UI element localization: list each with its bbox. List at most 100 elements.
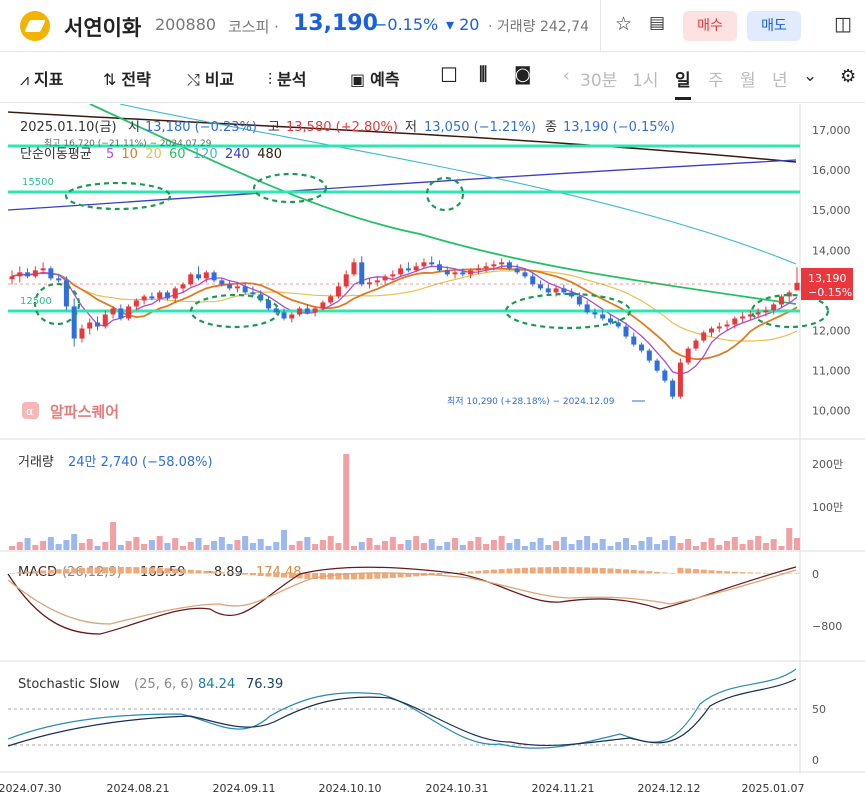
- macd-histogram-bar: [40, 570, 47, 574]
- chevron-down-icon[interactable]: ⌄: [803, 66, 818, 86]
- ma20-line: [11, 269, 798, 342]
- candle-body: [289, 314, 295, 319]
- volume-bar: [389, 537, 396, 550]
- volume-bar: [475, 537, 482, 550]
- volume-bar: [677, 543, 684, 550]
- macd-line: [7, 566, 797, 635]
- macd-histogram-bar: [203, 570, 210, 574]
- volume-bar: [506, 543, 513, 550]
- panel-icon[interactable]: ◫: [834, 13, 852, 35]
- volume-label: 거래량: [18, 455, 54, 470]
- candle-body: [32, 270, 38, 277]
- candle-icon[interactable]: ⫼: [479, 64, 488, 85]
- volume-bar: [778, 546, 785, 550]
- candle-body: [87, 322, 93, 329]
- clipboard-icon[interactable]: ▤: [649, 13, 666, 33]
- macd-histogram-bar: [63, 568, 70, 574]
- volume-bar: [257, 539, 264, 550]
- volume-bar: [459, 545, 466, 550]
- square-icon[interactable]: ☐: [440, 63, 458, 87]
- analysis-button[interactable]: ⫶ 분석: [268, 66, 306, 90]
- candle-body: [374, 280, 380, 283]
- stock-chart[interactable]: 17,000 16,000 15,000 14,000 12,000 11,000 10,0…: [0, 104, 865, 800]
- period-1hour[interactable]: 1시: [632, 71, 659, 91]
- pattern-ellipse: [425, 176, 465, 212]
- volume-bar: [436, 546, 443, 550]
- date-tick-label: 2024.07.30: [0, 782, 61, 795]
- candle-body: [460, 272, 466, 275]
- indicator-button[interactable]: ⩘ 지표: [20, 66, 63, 90]
- macd-histogram-bar: [389, 573, 396, 578]
- volume-bar: [187, 542, 194, 550]
- pattern-ellipse: [189, 293, 281, 329]
- macd-histogram-bar: [521, 567, 528, 574]
- stochastic-d-line: [7, 678, 797, 747]
- stochastic-tick-label: 50: [812, 703, 826, 716]
- macd-histogram-bar: [475, 570, 482, 574]
- compare-button[interactable]: ⤭ 비교: [187, 66, 234, 90]
- camera-icon[interactable]: ◙: [514, 64, 532, 85]
- strategy-button[interactable]: ⇅ 전략: [103, 66, 151, 90]
- volume-bar: [335, 543, 342, 550]
- macd-histogram-bar: [506, 568, 513, 574]
- forecast-button[interactable]: ▣ 예측: [350, 66, 400, 90]
- candle-body: [569, 292, 575, 297]
- macd-histogram-bar: [125, 567, 132, 574]
- star-icon[interactable]: ☆: [615, 13, 633, 35]
- macd-histogram-bar: [638, 570, 645, 574]
- ma60-line: [89, 104, 797, 305]
- candle-body: [592, 312, 598, 315]
- stochastic-k: 84.24: [198, 677, 235, 692]
- volume-bar: [514, 539, 521, 550]
- macd-histogram-bar: [778, 572, 785, 574]
- volume-bar: [102, 542, 109, 550]
- period-month[interactable]: 월: [740, 71, 756, 91]
- volume-bar: [794, 538, 800, 550]
- level-label: 15500: [22, 177, 54, 188]
- volume-bar: [420, 543, 427, 550]
- stock-name[interactable]: 서연이화: [64, 16, 142, 40]
- volume-tick-label: 100만: [812, 501, 843, 514]
- date-tick-label: 2024.09.11: [213, 782, 276, 795]
- macd-tick-label: 0: [812, 568, 819, 581]
- info-open-label: 시: [128, 120, 140, 135]
- ma-period-label: 240: [225, 147, 250, 162]
- volume-bar: [242, 536, 249, 550]
- candle-body: [429, 262, 435, 265]
- chevron-left-icon[interactable]: ‹: [563, 66, 570, 86]
- gear-icon[interactable]: ⚙: [840, 66, 857, 87]
- period-30min[interactable]: 30분: [580, 71, 618, 91]
- price-tag-percent: −0.15%: [808, 286, 852, 299]
- volume-bar: [382, 541, 389, 550]
- period-year[interactable]: 년: [772, 71, 788, 91]
- low-note: 최저 10,290 (+28.18%) − 2024.12.09: [447, 396, 615, 407]
- macd-histogram-bar: [428, 573, 435, 576]
- macd-histogram-bar: [685, 568, 692, 574]
- ma-label: 단순이동평균: [20, 147, 92, 162]
- candle-body: [297, 308, 303, 315]
- candle-body: [522, 272, 528, 277]
- change-value: ▾ 20: [446, 15, 480, 34]
- candle-body: [149, 296, 155, 299]
- sell-button[interactable]: 매도: [747, 11, 801, 41]
- candle-body: [211, 272, 217, 281]
- pattern-ellipse: [33, 282, 81, 326]
- shuffle-icon: ⤭: [187, 70, 200, 89]
- buy-button[interactable]: 매수: [683, 11, 737, 41]
- macd-histogram-bar: [288, 573, 295, 579]
- candle-body: [17, 272, 23, 277]
- volume-bar: [86, 539, 93, 550]
- macd-histogram-bar: [195, 570, 202, 574]
- candle-body: [320, 302, 326, 309]
- period-week[interactable]: 주: [708, 71, 724, 91]
- volume-bar: [281, 530, 288, 550]
- volume-bar: [32, 545, 39, 550]
- volume-bar: [615, 542, 622, 550]
- volume-bar: [40, 541, 47, 550]
- volume-bar: [226, 544, 233, 550]
- macd-histogram-bar: [164, 568, 171, 574]
- macd-histogram-bar: [71, 568, 78, 574]
- period-day[interactable]: 일: [675, 66, 691, 100]
- macd-histogram-bar: [374, 573, 381, 579]
- macd-histogram-bar: [234, 573, 241, 574]
